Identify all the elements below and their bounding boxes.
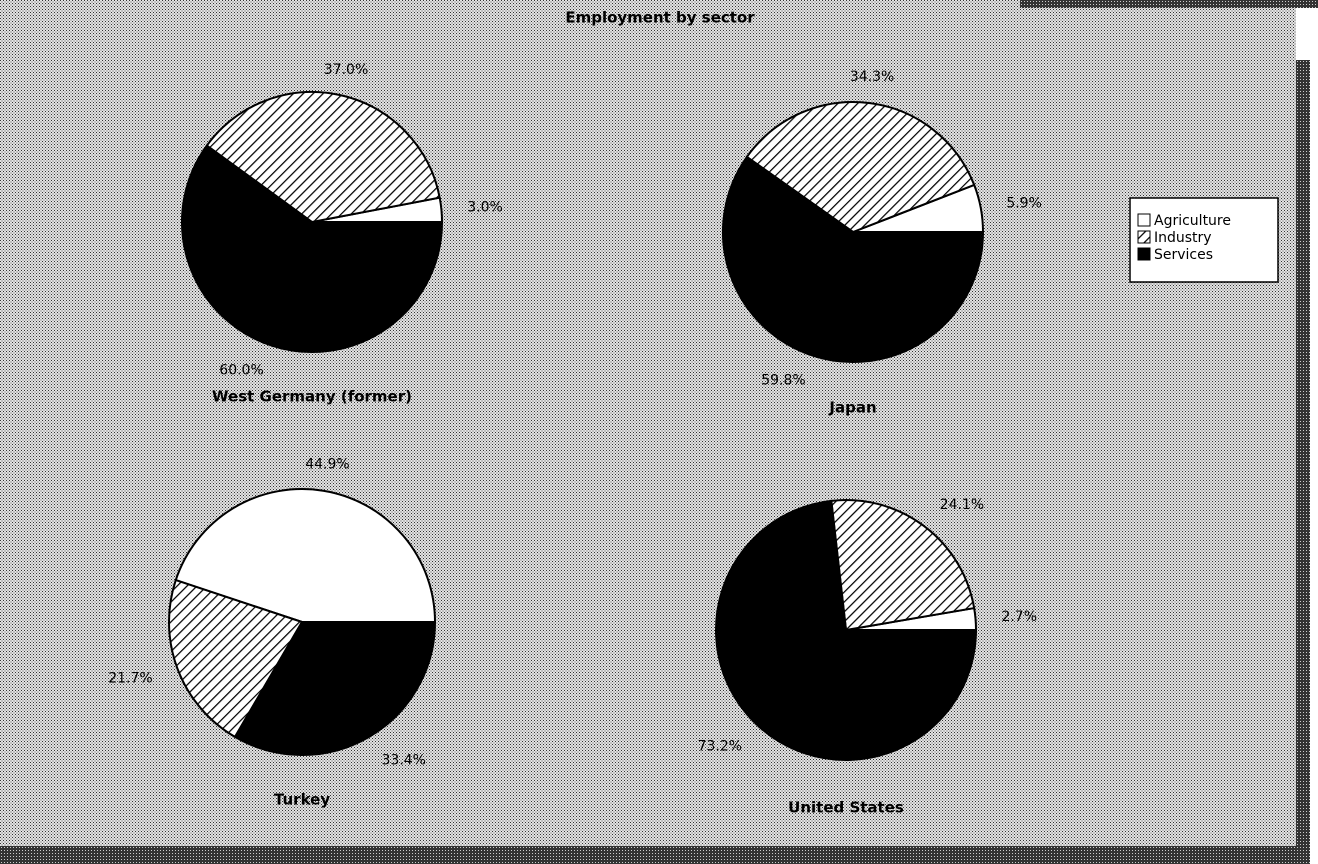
pie-slice (205, 91, 441, 224)
data-label: 2.7% (1001, 609, 1037, 625)
data-label: 44.9% (305, 456, 349, 472)
pie-title: West Germany (former) (212, 388, 412, 406)
pie-slice (181, 144, 444, 353)
legend-swatch (1137, 213, 1151, 227)
legend-label: Services (1154, 247, 1213, 263)
top-bar (1020, 0, 1318, 8)
pie-title: Turkey (274, 791, 330, 809)
pie-slice (722, 155, 985, 363)
shadow-right (1296, 60, 1310, 864)
pie-slice (745, 101, 976, 234)
data-label: 3.0% (467, 199, 503, 215)
legend-swatch (1137, 247, 1151, 261)
shadow-bottom (0, 846, 1310, 864)
legend-label: Industry (1154, 230, 1212, 246)
legend-label: Agriculture (1154, 213, 1231, 229)
data-label: 37.0% (324, 62, 368, 78)
pie-slice (174, 488, 437, 623)
pie-slice (233, 621, 437, 756)
pie-slice (168, 578, 304, 739)
legend-swatch (1137, 230, 1151, 244)
pie-title: United States (788, 799, 904, 817)
data-label: 24.1% (940, 497, 984, 513)
data-label: 73.2% (698, 738, 742, 754)
data-label: 33.4% (382, 752, 426, 768)
legend (1129, 197, 1279, 283)
pie-slice (715, 499, 978, 761)
data-label: 21.7% (108, 670, 152, 686)
data-label: 5.9% (1006, 195, 1042, 211)
data-label: 34.3% (850, 69, 894, 85)
background (0, 0, 1296, 846)
data-label: 60.0% (219, 362, 263, 378)
chart-title: Employment by sector (565, 9, 755, 27)
pie-title: Japan (828, 399, 876, 417)
data-label: 59.8% (761, 373, 805, 389)
pie-slice (830, 499, 976, 632)
